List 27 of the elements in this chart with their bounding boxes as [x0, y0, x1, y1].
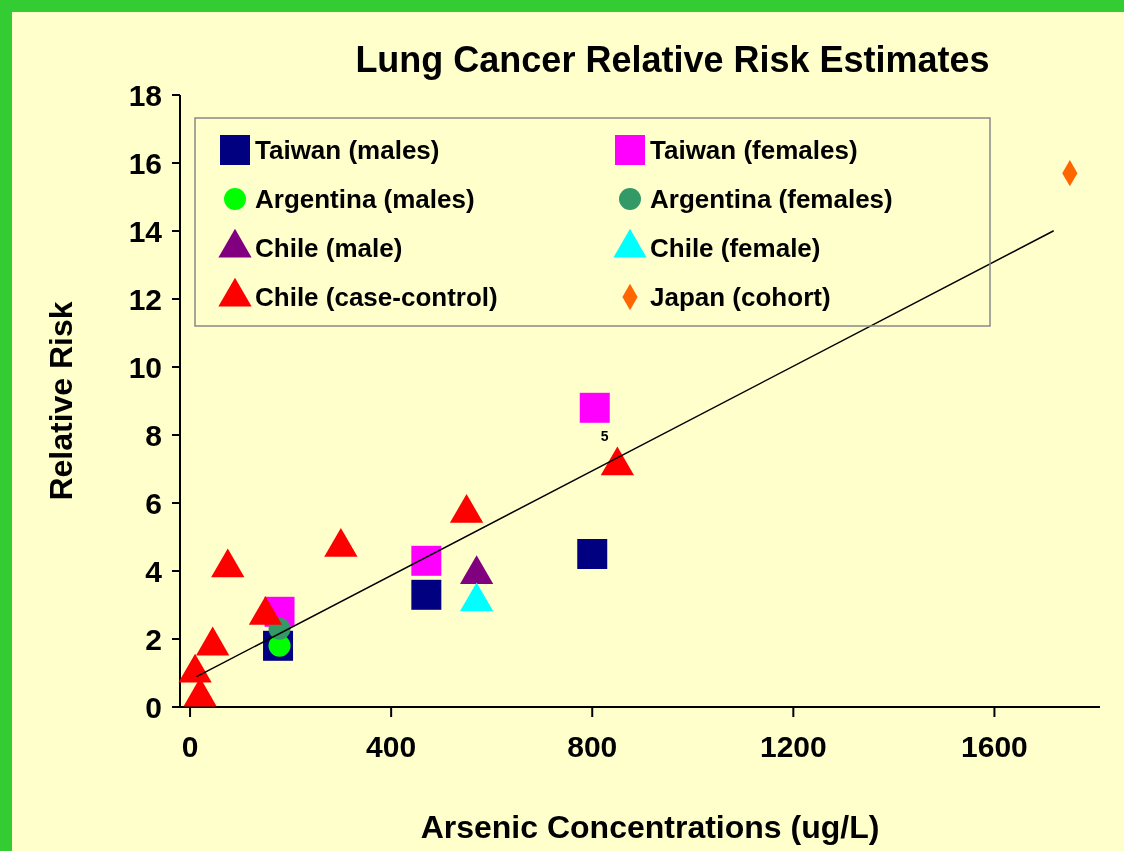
- y-tick-label: 18: [128, 78, 162, 112]
- y-tick-label: 2: [145, 622, 162, 656]
- chart-title: Lung Cancer Relative Risk Estimates: [355, 39, 990, 80]
- x-tick-label: 400: [366, 730, 417, 763]
- y-axis-title: Relative Risk: [43, 301, 79, 501]
- legend-label: Taiwan (males): [255, 135, 440, 166]
- legend-label: Japan (cohort): [650, 282, 831, 313]
- legend-label: Chile (case-control): [255, 282, 498, 313]
- x-tick-label: 0: [181, 730, 199, 763]
- y-tick-label: 12: [128, 282, 162, 316]
- y-tick-label: 14: [128, 214, 163, 248]
- y-tick-label: 10: [128, 350, 162, 384]
- y-tick-label: 16: [128, 146, 162, 180]
- legend-label: Argentina (females): [650, 184, 893, 215]
- y-tick-label: 8: [145, 418, 162, 452]
- legend-label: Argentina (males): [255, 184, 475, 215]
- x-tick-label: 1600: [961, 730, 1028, 763]
- x-axis-title: Arsenic Concentrations (ug/L): [420, 809, 880, 845]
- x-tick-label: 1200: [759, 730, 827, 763]
- legend-label: Chile (female): [650, 233, 821, 264]
- y-tick-label: 4: [145, 554, 163, 588]
- annotation: 5: [600, 427, 609, 444]
- x-tick-label: 800: [567, 730, 618, 763]
- legend-label: Taiwan (females): [650, 135, 858, 166]
- y-tick-label: 0: [145, 690, 162, 724]
- legend-label: Chile (male): [255, 233, 403, 264]
- y-tick-label: 6: [145, 486, 162, 520]
